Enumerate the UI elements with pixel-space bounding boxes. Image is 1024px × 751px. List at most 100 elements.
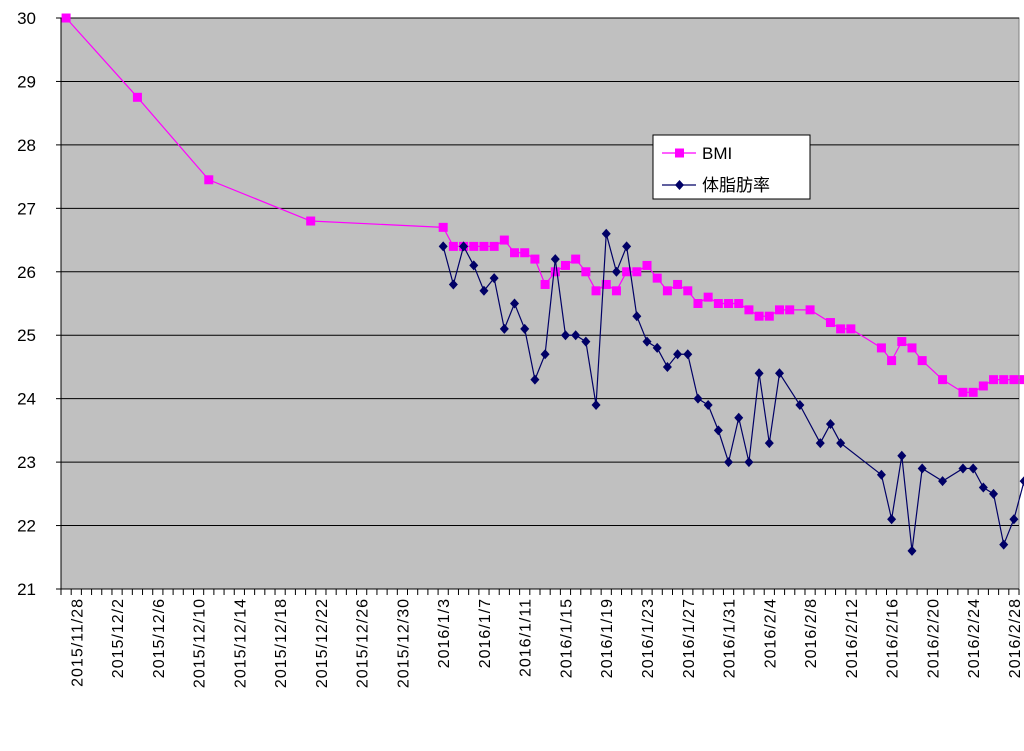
data-point-body-fat [550,254,560,265]
data-point-bmi [571,254,581,264]
data-point-body-fat [499,323,509,334]
series-body-fat [438,228,1024,556]
data-point-body-fat [876,469,886,480]
data-point-bmi [622,267,632,277]
data-point-bmi [306,216,316,226]
plot-area [60,17,1020,590]
data-point-body-fat [479,285,489,296]
data-point-bmi [591,286,601,296]
x-tick-label: 2016/2/8 [803,598,820,668]
data-point-bmi [652,273,662,283]
x-tick-label: 2015/12/22 [314,598,331,688]
data-point-body-fat [989,488,999,499]
data-point-body-fat [836,438,846,449]
legend-label-bmi: BMI [702,144,732,163]
x-tick-label: 2016/2/4 [762,598,779,668]
data-point-bmi [785,305,795,315]
x-tick-label: 2016/1/23 [640,598,657,678]
data-point-bmi [836,324,846,334]
data-point-body-fat [632,311,642,322]
data-point-bmi [611,286,621,296]
data-point-body-fat [999,539,1009,550]
series-bmi [61,13,1024,397]
data-point-bmi [61,13,71,23]
data-point-bmi [907,343,917,353]
y-tick-label: 25 [17,326,36,345]
data-point-bmi [989,375,999,385]
data-point-bmi [550,267,560,277]
data-point-bmi [632,267,642,277]
data-point-body-fat [795,400,805,411]
data-point-body-fat [438,241,448,252]
x-tick-label: 2016/1/15 [558,598,575,678]
data-point-body-fat [520,323,530,334]
data-point-bmi [917,356,927,366]
data-point-body-fat [744,457,754,468]
x-tick-label: 2016/1/7 [477,598,494,668]
data-point-body-fat [734,412,744,423]
data-point-bmi [713,299,723,308]
legend-marker-bmi [675,148,684,158]
data-point-body-fat [448,279,458,290]
y-tick-label: 21 [17,580,36,599]
y-tick-label: 26 [17,263,36,282]
data-point-bmi [958,387,968,397]
data-point-body-fat [662,361,672,372]
data-point-bmi [703,292,713,302]
x-tick-label: 2015/12/2 [110,598,127,678]
x-tick-label: 2015/11/28 [69,598,86,687]
data-point-body-fat [958,463,968,474]
data-point-body-fat [601,228,611,239]
series-layer [61,13,1024,556]
data-point-body-fat [591,400,601,411]
data-point-body-fat [815,438,825,449]
legend-marker-body-fat [675,180,684,190]
data-point-body-fat [622,241,632,252]
x-tick-label: 2016/1/19 [599,598,616,678]
x-tick-label: 2016/2/16 [885,598,902,678]
data-point-body-fat [693,393,703,404]
data-point-bmi [642,260,652,270]
data-point-body-fat [764,438,774,449]
data-point-bmi [724,299,734,308]
y-tick-label: 24 [17,390,36,409]
data-point-body-fat [1009,514,1019,525]
y-tick-label: 28 [17,136,36,155]
legend: BMI 体脂肪率 [652,134,811,200]
data-point-bmi [469,241,479,251]
data-point-bmi [683,286,693,296]
data-point-bmi [805,305,815,315]
data-point-body-fat [887,514,897,525]
data-point-body-fat [642,336,652,347]
data-point-body-fat [968,463,978,474]
data-point-body-fat [683,349,693,360]
data-point-bmi [479,241,489,251]
x-tick-label: 2015/12/14 [232,598,249,688]
data-point-bmi [938,375,948,385]
data-point-bmi [897,337,907,347]
data-point-bmi [968,387,978,397]
y-tick-label: 27 [17,199,36,218]
data-point-bmi [673,279,683,289]
x-tick-label: 2015/12/6 [151,598,168,678]
x-tick-label: 2016/1/31 [722,598,739,678]
data-point-body-fat [754,368,764,379]
x-tick-label: 2016/2/24 [966,598,983,678]
data-point-bmi [540,279,550,289]
data-point-body-fat [530,374,540,385]
x-tick-label: 2016/2/12 [844,598,861,678]
x-tick-label: 2016/2/20 [925,598,942,678]
data-point-bmi [581,267,591,277]
data-point-bmi [448,241,458,251]
data-point-bmi [754,311,764,321]
data-point-bmi [499,235,509,245]
data-point-body-fat [775,368,784,379]
data-point-bmi [876,343,886,353]
y-tick-label: 30 [17,9,36,28]
data-point-bmi [560,260,570,270]
legend-label-body-fat: 体脂肪率 [702,176,770,195]
data-point-body-fat [673,349,683,360]
data-point-body-fat [581,336,591,347]
data-point-body-fat [611,266,621,277]
